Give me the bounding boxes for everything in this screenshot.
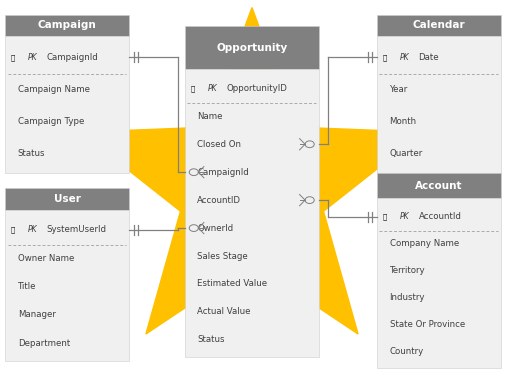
- Text: Campaign: Campaign: [37, 20, 96, 30]
- Text: Name: Name: [197, 112, 222, 121]
- Text: Month: Month: [389, 117, 416, 126]
- Text: Sales Stage: Sales Stage: [197, 252, 247, 261]
- FancyBboxPatch shape: [184, 26, 318, 69]
- FancyBboxPatch shape: [376, 173, 500, 199]
- Text: CampaignId: CampaignId: [46, 53, 98, 62]
- FancyBboxPatch shape: [5, 36, 129, 173]
- FancyBboxPatch shape: [5, 188, 129, 211]
- Text: User: User: [54, 194, 80, 204]
- FancyBboxPatch shape: [376, 199, 500, 368]
- Text: PK: PK: [207, 84, 217, 93]
- Text: 🔑: 🔑: [190, 85, 194, 92]
- Text: PK: PK: [28, 225, 37, 234]
- Text: OwnerId: OwnerId: [197, 224, 233, 233]
- Text: 🔑: 🔑: [11, 226, 15, 233]
- Text: Campaign Type: Campaign Type: [18, 117, 84, 126]
- Text: Campaign Name: Campaign Name: [18, 85, 89, 94]
- Text: AccountId: AccountId: [418, 212, 461, 221]
- FancyBboxPatch shape: [376, 36, 500, 173]
- Text: Status: Status: [197, 335, 224, 344]
- Text: Closed On: Closed On: [197, 140, 241, 149]
- Text: Date: Date: [418, 53, 438, 62]
- Text: Company Name: Company Name: [389, 239, 458, 248]
- Text: Owner Name: Owner Name: [18, 254, 74, 263]
- Text: AccountID: AccountID: [197, 196, 241, 205]
- Text: 🔑: 🔑: [11, 54, 15, 61]
- Text: Estimated Value: Estimated Value: [197, 279, 267, 288]
- FancyBboxPatch shape: [5, 15, 129, 36]
- Text: State Or Province: State Or Province: [389, 320, 464, 329]
- Text: Status: Status: [18, 149, 45, 158]
- Text: Account: Account: [415, 181, 462, 191]
- Text: Opportunity: Opportunity: [216, 43, 287, 53]
- Text: Country: Country: [389, 347, 423, 356]
- Text: CampaignId: CampaignId: [197, 168, 248, 177]
- Text: Industry: Industry: [389, 293, 424, 302]
- Polygon shape: [80, 8, 423, 334]
- Text: Manager: Manager: [18, 311, 56, 320]
- Text: SystemUserId: SystemUserId: [46, 225, 107, 234]
- Text: Year: Year: [389, 85, 407, 94]
- Text: Quarter: Quarter: [389, 149, 422, 158]
- Text: PK: PK: [28, 53, 37, 62]
- FancyBboxPatch shape: [184, 69, 318, 357]
- FancyBboxPatch shape: [376, 15, 500, 36]
- Text: Title: Title: [18, 282, 36, 291]
- FancyBboxPatch shape: [5, 211, 129, 361]
- Text: Calendar: Calendar: [412, 20, 465, 30]
- Text: OpportunityID: OpportunityID: [226, 84, 286, 93]
- Text: 🔑: 🔑: [382, 54, 386, 61]
- Text: Actual Value: Actual Value: [197, 308, 250, 317]
- Text: Territory: Territory: [389, 266, 424, 275]
- Text: Department: Department: [18, 339, 70, 348]
- Text: 🔑: 🔑: [382, 214, 386, 220]
- Text: PK: PK: [399, 53, 409, 62]
- Text: PK: PK: [399, 212, 409, 221]
